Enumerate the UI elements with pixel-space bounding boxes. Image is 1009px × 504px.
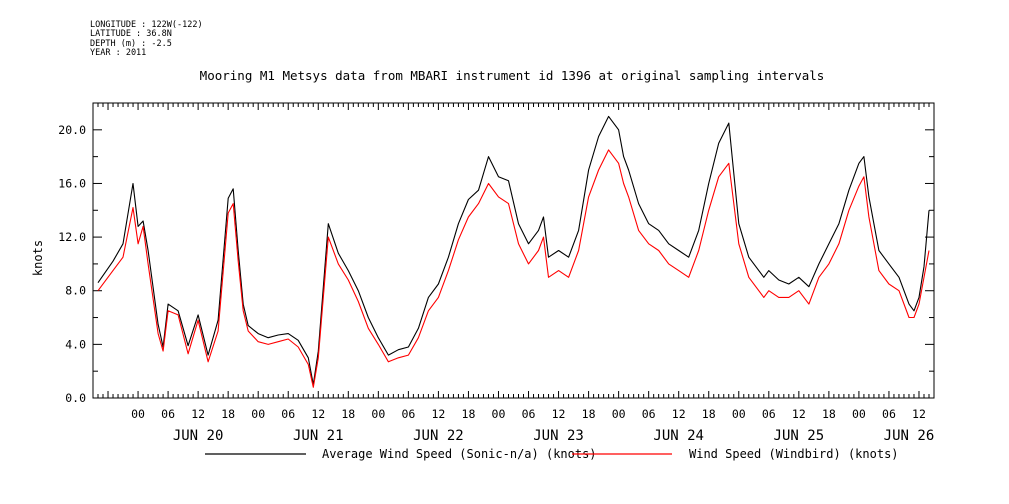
x-day-label: JUN 23 — [533, 428, 584, 444]
y-tick-label: 0.0 — [65, 391, 86, 405]
legend-label: Average Wind Speed (Sonic-n/a) (knots) — [322, 447, 597, 461]
x-tick-label: 00 — [492, 407, 506, 421]
legend: Average Wind Speed (Sonic-n/a) (knots) Wi… — [205, 447, 899, 461]
x-tick-label: 18 — [822, 407, 836, 421]
chart-title: Mooring M1 Metsys data from MBARI instru… — [200, 68, 825, 83]
x-tick-label: 00 — [612, 407, 626, 421]
series-layer — [97, 115, 930, 388]
x-tick-label: 18 — [702, 407, 716, 421]
y-tick-label: 8.0 — [65, 284, 86, 298]
series-line-windbird-wind-speed — [97, 149, 930, 388]
x-tick-label: 12 — [311, 407, 325, 421]
x-day-label: JUN 26 — [884, 428, 935, 444]
x-tick-label: 12 — [191, 407, 205, 421]
x-tick-label: 18 — [221, 407, 235, 421]
longitude-label: LONGITUDE : 122W(-122) — [90, 20, 203, 30]
series-line-average-wind-speed — [97, 115, 930, 386]
plot-border — [92, 102, 935, 399]
x-tick-label: 00 — [131, 407, 145, 421]
x-day-label: JUN 25 — [774, 428, 825, 444]
x-tick-label: 12 — [912, 407, 926, 421]
year-label: YEAR : 2011 — [90, 47, 147, 58]
x-day-label: JUN 24 — [653, 428, 704, 444]
x-day-label: JUN 21 — [293, 428, 344, 444]
y-axis: 0.0 4.0 8.0 12.0 16.0 20.0 — [58, 102, 934, 405]
y-axis-label: knots — [31, 240, 45, 276]
x-tick-label: 06 — [161, 407, 175, 421]
x-day-label: JUN 20 — [173, 428, 224, 444]
x-tick-label: 06 — [401, 407, 415, 421]
x-tick-label: 00 — [371, 407, 385, 421]
legend-label: Wind Speed (Windbird) (knots) — [689, 447, 899, 461]
x-day-label: JUN 22 — [413, 428, 464, 444]
x-tick-label: 06 — [522, 407, 536, 421]
x-tick-label: 00 — [251, 407, 265, 421]
metadata-block: LONGITUDE : 122W(-122) LATITUDE : 36.8N … — [90, 20, 203, 58]
x-tick-label: 18 — [582, 407, 596, 421]
x-tick-label: 06 — [281, 407, 295, 421]
plot-frame — [92, 102, 935, 399]
x-tick-label: 00 — [852, 407, 866, 421]
x-axis: 00 06 12 18 00 06 12 18 00 06 12 18 00 06 12 18 00 06 12 18… — [92, 103, 935, 444]
latitude-label: LATITUDE : 36.8N — [90, 29, 172, 40]
x-tick-label: 12 — [552, 407, 566, 421]
x-tick-label: 12 — [792, 407, 806, 421]
y-tick-label: 12.0 — [58, 230, 86, 244]
x-tick-label: 18 — [462, 407, 476, 421]
x-tick-label: 18 — [341, 407, 355, 421]
x-tick-label: 00 — [732, 407, 746, 421]
depth-label: DEPTH (m) : -2.5 — [90, 38, 172, 49]
y-tick-label: 20.0 — [58, 123, 86, 137]
x-tick-label: 06 — [882, 407, 896, 421]
x-tick-label: 12 — [672, 407, 686, 421]
x-tick-label: 06 — [762, 407, 776, 421]
y-tick-label: 4.0 — [65, 337, 86, 351]
y-tick-label: 16.0 — [58, 176, 86, 190]
x-tick-label: 12 — [431, 407, 445, 421]
x-tick-label: 06 — [642, 407, 656, 421]
